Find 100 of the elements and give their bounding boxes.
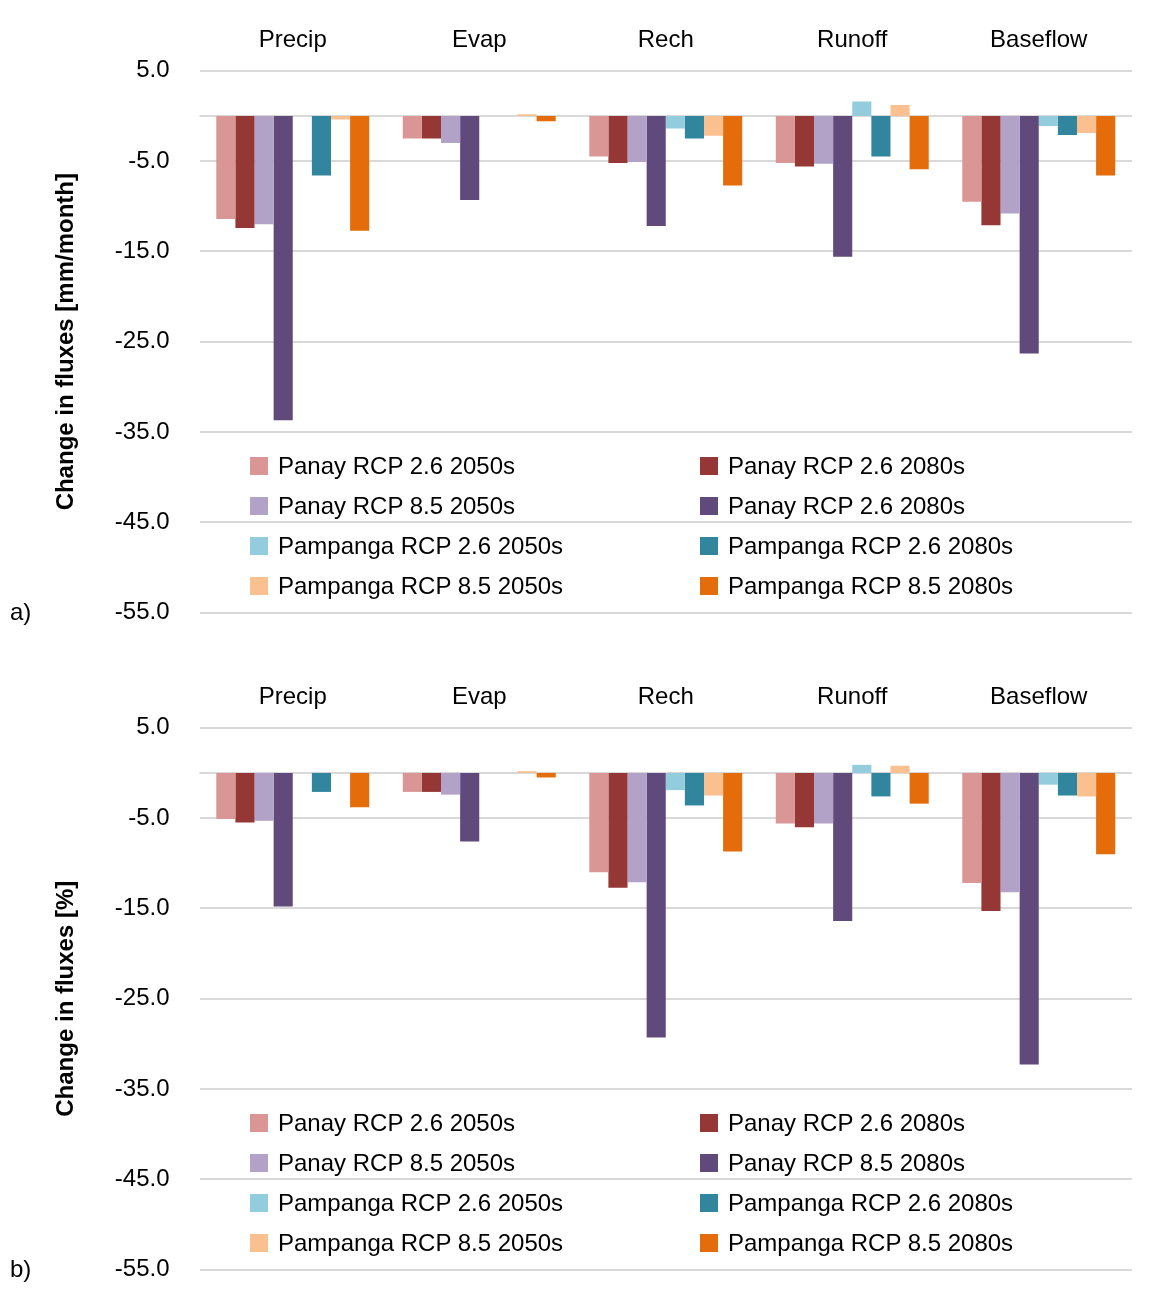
bar [814,772,834,824]
bar [981,772,1001,912]
y-tick-label: 5.0 [136,712,170,740]
bar [254,115,274,225]
x-tick-label: Rech [637,682,694,710]
bar [909,115,929,170]
x-tick-label: Precip [258,682,327,710]
y-tick-label: 5.0 [136,55,170,83]
x-tick-label: Baseflow [990,25,1089,53]
text: b) [10,1255,32,1283]
bar [794,772,815,828]
legend-label: Pampanga RCP 8.5 2050s [278,1229,564,1257]
legend-label: Pampanga RCP 2.6 2080s [728,1189,1014,1217]
y-tick-label: -35.0 [114,1073,170,1101]
bar [254,772,274,821]
legend-label: Panay RCP 2.6 2050s [278,452,516,480]
bar [536,115,556,122]
y-tick-label: -45.0 [114,506,170,534]
bar [646,115,666,227]
y-tick-label: -55.0 [114,1254,170,1282]
bar [833,115,853,257]
bar [627,772,647,883]
bar [421,115,442,139]
legend-label: Panay RCP 8.5 2080s [728,1149,966,1177]
bar [1019,772,1039,1065]
bar [350,115,370,231]
bar [684,115,704,139]
bar [402,772,422,792]
bar [962,115,982,202]
bar [460,772,480,842]
bar [775,772,795,824]
y-axis-title: Change in fluxes [%] [51,880,79,1117]
y-axis-title: Change in fluxes [mm/month] [51,173,79,511]
y-tick-label: -45.0 [114,1163,170,1191]
bar [350,772,370,808]
legend-label: Pampanga RCP 8.5 2080s [728,1229,1014,1257]
bar [665,772,685,791]
bar [235,115,255,228]
bar [627,115,647,162]
bar [684,772,704,806]
y-tick-label: -55.0 [114,597,170,625]
bar [441,772,461,795]
legend-label: Panay RCP 8.5 2050s [278,492,516,520]
bar [1038,115,1058,126]
bar [890,105,910,116]
bar [852,101,872,116]
bar [1096,772,1116,855]
x-tick-label: Rech [637,25,694,53]
legend-label: Pampanga RCP 2.6 2050s [278,1189,564,1217]
y-tick-label: -5.0 [128,145,170,173]
bar [402,115,422,139]
bar [608,772,628,888]
bar [1096,115,1116,176]
y-tick-label: -35.0 [114,416,170,444]
bar [1057,115,1077,135]
bar [1038,772,1058,785]
bar [703,115,724,136]
bar [703,772,724,796]
bar [890,765,910,773]
legend-label: Pampanga RCP 8.5 2050s [278,572,564,600]
bar [1076,115,1097,134]
text: a) [10,598,32,626]
bar [1076,772,1097,797]
legend-label: Panay RCP 8.5 2050s [278,1149,516,1177]
bar [216,115,236,219]
legend-label: Panay RCP 2.6 2050s [278,1109,516,1137]
bar [871,772,891,797]
bar [311,115,331,176]
y-tick-label: -15.0 [114,236,170,264]
x-tick-label: Evap [451,25,507,53]
bar [608,115,628,163]
x-tick-label: Runoff [817,682,888,710]
legend-label: Pampanga RCP 8.5 2080s [728,572,1014,600]
bar [646,772,666,1038]
bar [421,772,442,792]
bar [1000,115,1020,214]
bar [962,772,982,884]
bar [794,115,815,167]
bar [1057,772,1077,796]
x-tick-label: Precip [258,25,327,53]
x-tick-label: Evap [451,682,507,710]
bar [235,772,255,823]
bar [460,115,480,200]
bar [909,772,929,804]
y-tick-label: -5.0 [128,802,170,830]
y-tick-label: -25.0 [114,326,170,354]
bar [1000,772,1020,893]
legend-label: Panay RCP 2.6 2080s [728,1109,966,1137]
bar [723,772,743,852]
bar [665,115,685,129]
bar [833,772,853,922]
legend-label: Pampanga RCP 2.6 2080s [728,532,1014,560]
bar [723,115,743,186]
x-tick-label: Runoff [817,25,888,53]
bar [589,115,609,157]
bar [852,764,872,773]
legend-label: Panay RCP 2.6 2080s [728,452,966,480]
bar [216,772,236,819]
bar [441,115,461,144]
bar [273,772,293,907]
